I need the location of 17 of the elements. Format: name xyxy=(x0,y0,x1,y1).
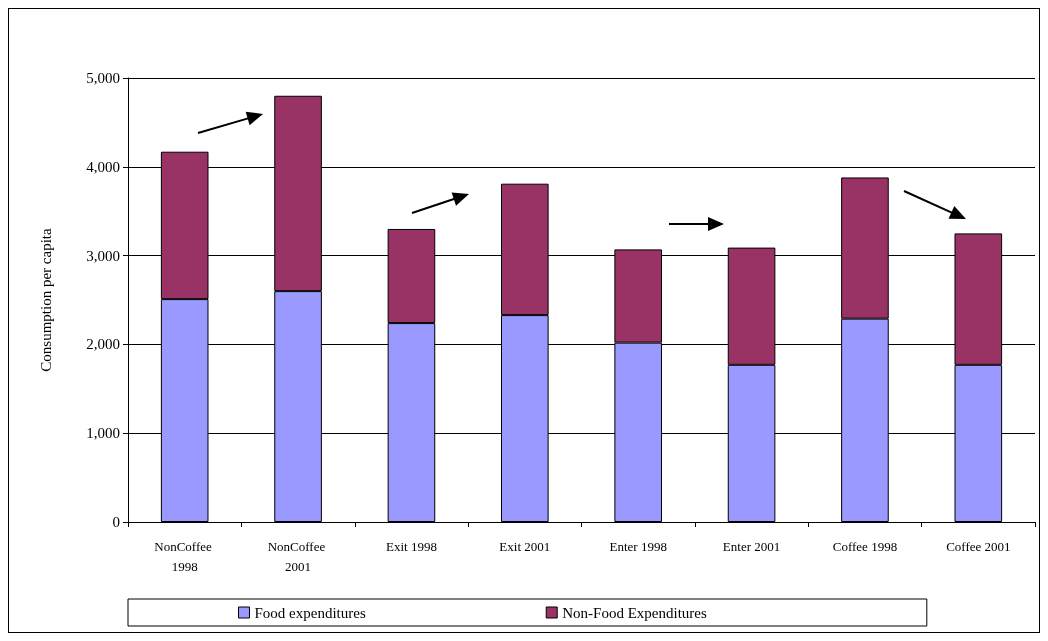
y-tick-label: 3,000 xyxy=(86,247,120,264)
x-tick-label: Coffee 2001 xyxy=(946,538,1011,554)
x-tick-label: Coffee 1998 xyxy=(832,538,898,554)
x-tick-label: Enter 1998 xyxy=(609,538,667,554)
y-tick-label: 4,000 xyxy=(86,158,120,175)
y-tick-label: 2,000 xyxy=(86,336,120,353)
y-tick-label: 0 xyxy=(112,514,120,530)
legend-label: Food expenditures xyxy=(254,604,366,621)
y-axis-title: Consumption per capita xyxy=(37,228,54,372)
x-tick-label: NonCoffee 2001 xyxy=(267,538,329,574)
x-tick-label: Exit 1998 xyxy=(385,538,437,554)
y-tick-label: 5,000 xyxy=(86,70,120,86)
x-tick-label: NonCoffee 1998 xyxy=(154,538,216,574)
x-tick-label: Enter 2001 xyxy=(722,538,781,554)
y-tick-label: 1,000 xyxy=(86,425,120,442)
x-tick-label: Exit 2001 xyxy=(499,538,551,554)
legend-label: Non-Food Expenditures xyxy=(562,604,707,621)
